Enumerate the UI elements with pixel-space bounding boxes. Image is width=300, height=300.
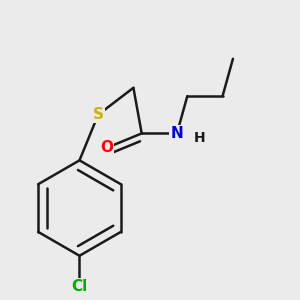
Text: H: H <box>194 130 206 145</box>
Text: O: O <box>100 140 113 155</box>
Text: S: S <box>93 107 104 122</box>
Text: Cl: Cl <box>71 279 88 294</box>
Text: N: N <box>171 126 183 141</box>
